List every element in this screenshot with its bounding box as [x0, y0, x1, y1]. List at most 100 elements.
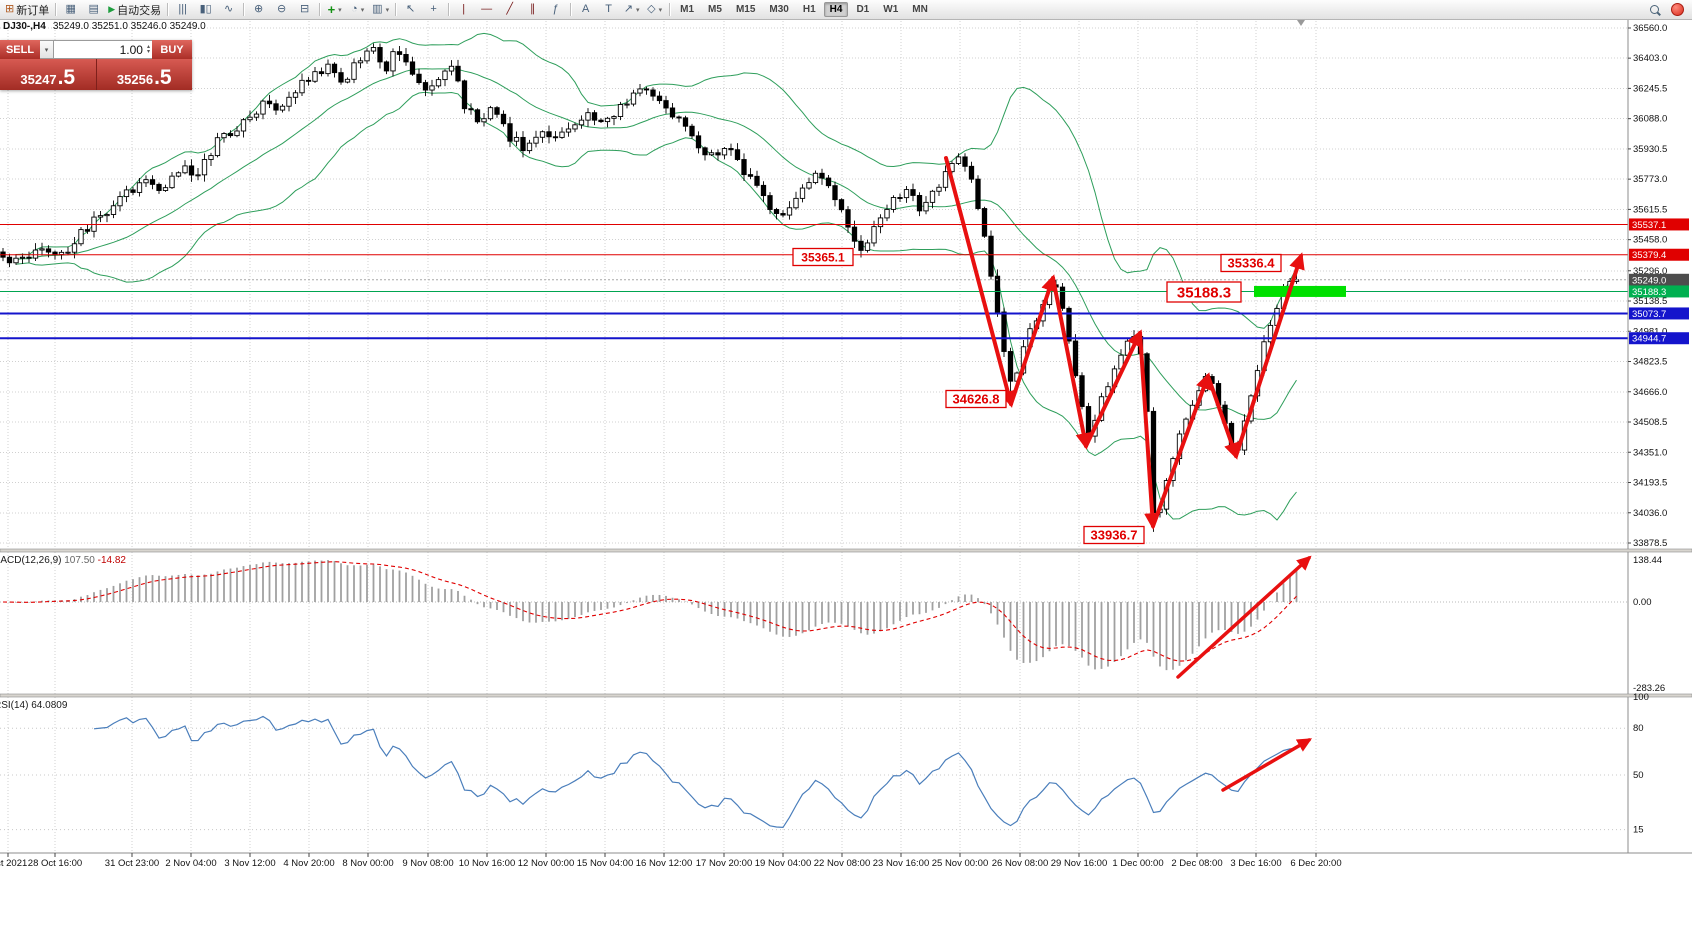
zoomin-icon: ⊕ [254, 3, 264, 15]
price-callout-box[interactable] [792, 247, 854, 267]
indicators-button[interactable]: + ▾ [323, 1, 346, 18]
trend-arrow[interactable] [1234, 252, 1305, 458]
search-button[interactable] [1643, 1, 1666, 18]
price-marker-label: 35073.7 [1632, 309, 1666, 320]
buy-button[interactable]: BUY [152, 40, 192, 59]
price-callouts[interactable]: 35365.1 34626.8 33936.7 35336.4 35188.3 [792, 247, 1282, 545]
chart-background [0, 17, 1692, 940]
panel-separators[interactable] [0, 548, 1692, 698]
trendline-button[interactable]: ╱ [498, 1, 521, 18]
toolbar-separator [448, 3, 450, 16]
price-axis-label: 34823.5 [1633, 357, 1667, 368]
volume-dropdown[interactable]: ▾ [40, 40, 54, 59]
crosshair-button[interactable]: + [422, 1, 445, 18]
timeframe-m1-button[interactable]: M1 [680, 4, 695, 15]
fibonacci-button[interactable]: ƒ [544, 1, 567, 18]
price-marker-label: 35249.0 [1632, 275, 1666, 286]
horizontal-line-button[interactable]: — [475, 1, 498, 18]
price-axis-label: 34508.5 [1633, 417, 1667, 428]
zoom-out-button[interactable]: ⊖ [270, 1, 293, 18]
new-order-button[interactable]: ⊞ 新订单 [2, 1, 52, 18]
trend-arrow[interactable] [1151, 372, 1212, 528]
chart-shift-marker[interactable] [1297, 20, 1305, 26]
arrows-object-button[interactable]: ↗ ▾ [620, 1, 643, 18]
trend-arrow[interactable] [1084, 329, 1142, 448]
notifications-badge[interactable] [1666, 1, 1689, 18]
price-callout-box[interactable] [1083, 525, 1145, 545]
equidistant-channel-button[interactable]: ∥ [521, 1, 544, 18]
templates-button[interactable]: ▥ ▾ [369, 1, 392, 18]
price-axis-label: 34036.0 [1633, 508, 1667, 519]
timeframe-w1-button[interactable]: W1 [883, 4, 899, 15]
volume-down-icon[interactable]: ▾ [146, 48, 150, 55]
autotrading-button[interactable]: ▶ 自动交易 [105, 1, 164, 18]
volume-spinner[interactable]: ▴ ▾ [146, 43, 150, 55]
toolbar-separator [55, 3, 57, 16]
sell-button[interactable]: SELL [0, 40, 40, 59]
autotrading-button-label: 自动交易 [117, 4, 162, 17]
price-callout-text: 33936.7 [1091, 528, 1138, 543]
timeframe-mn-button[interactable]: MN [912, 4, 928, 15]
price-axis-label: 36560.0 [1633, 23, 1667, 34]
panel-separator[interactable] [0, 693, 1692, 698]
clock-icon: ◔ [351, 3, 358, 15]
price-marker-box [1629, 273, 1689, 286]
chevron-down-icon: ▾ [338, 6, 342, 14]
cursor-button[interactable]: ↖ [399, 1, 422, 18]
trend-arrow[interactable] [944, 156, 1016, 408]
timeframe-m30-button[interactable]: M30 [769, 4, 789, 15]
volume-input[interactable]: 1.00 ▴ ▾ [54, 40, 152, 59]
price-callout-box[interactable] [1220, 253, 1282, 273]
timeframe-d1-button[interactable]: D1 [856, 4, 870, 15]
vertical-line-button[interactable]: | [452, 1, 475, 18]
rsi-axis-label: 50 [1633, 770, 1644, 781]
timeframe-h1-button[interactable]: H1 [802, 4, 816, 15]
price-callout-box[interactable] [1166, 281, 1242, 303]
shapes-button[interactable]: ◇ ▾ [643, 1, 666, 18]
buy-price-button[interactable]: 35256.5 [96, 59, 192, 90]
price-marker-label: 35537.1 [1632, 220, 1666, 231]
candlestick-chart-button[interactable]: ▮▯ [194, 1, 217, 18]
timeframe-m15-button[interactable]: M15 [735, 4, 756, 15]
text-button[interactable]: A [574, 1, 597, 18]
price-marker-box [1629, 307, 1689, 320]
text-label-button[interactable]: T [597, 1, 620, 18]
price-marker-box [1629, 285, 1689, 298]
time-axis-label: 31 Oct 23:00 [105, 858, 159, 869]
volume-up-icon[interactable]: ▴ [146, 43, 150, 50]
timeframe-m5-button[interactable]: M5 [708, 4, 722, 15]
horizontal-lines[interactable] [0, 223, 1628, 340]
timeframe-h4-button[interactable]: H4 [823, 2, 849, 17]
text-icon: A [581, 3, 590, 15]
zoom-in-button[interactable]: ⊕ [247, 1, 270, 18]
panel-separator[interactable] [0, 548, 1692, 553]
price-callout-box[interactable] [945, 389, 1007, 409]
time-axis-label: 2 Dec 08:00 [1171, 858, 1222, 869]
bar-chart-button[interactable]: ||| [171, 1, 194, 18]
price-axis: 36560.0 36403.0 36245.5 36088.0 35930.5 35773… [1627, 17, 1692, 940]
profiles-button[interactable]: ▤ [82, 1, 105, 18]
chart-window-button[interactable]: ▦ [59, 1, 82, 18]
trend-arrow[interactable] [1009, 274, 1057, 406]
time-axis-label: 17 Nov 20:00 [696, 858, 753, 869]
bars-icon: ||| [178, 3, 187, 15]
rsi-trend-arrow[interactable] [1221, 738, 1313, 792]
trend-arrows[interactable] [944, 156, 1305, 530]
line-chart-button[interactable]: ∿ [217, 1, 240, 18]
trend-arrow[interactable] [1051, 276, 1092, 450]
macd-trend-arrow[interactable] [1176, 555, 1312, 679]
rsi-axis-label: 100 [1633, 692, 1649, 703]
macd-axis-zero: 0.00 [1633, 597, 1652, 608]
sell-price-button[interactable]: 35247.5 [0, 59, 97, 90]
toolbar-separator [395, 3, 397, 16]
candles-icon: ▮▯ [199, 3, 212, 15]
rsi-title: RSI(14) 64.0809 [0, 700, 68, 711]
trend-arrow[interactable] [1138, 331, 1161, 530]
periods-button[interactable]: ◔ ▾ [346, 1, 369, 18]
price-callout-text: 35365.1 [801, 250, 845, 264]
trend-arrow[interactable] [1206, 374, 1240, 460]
time-axis-label: 4 Nov 20:00 [283, 858, 334, 869]
tile-windows-button[interactable]: ⊟ [293, 1, 316, 18]
green-highlight-segment[interactable] [1254, 285, 1346, 297]
